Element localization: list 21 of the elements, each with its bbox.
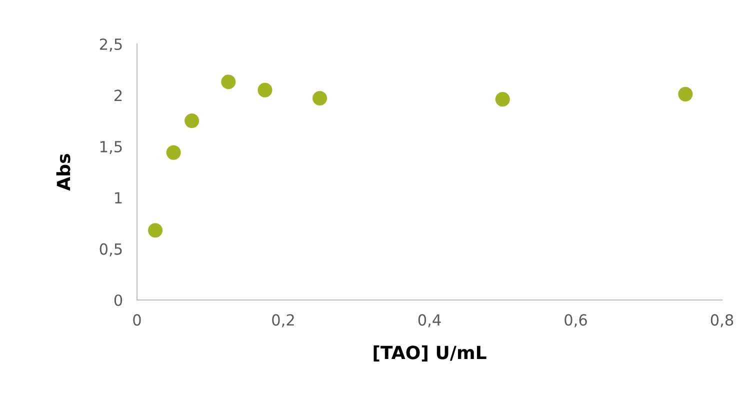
point (166, 145, 181, 160)
point (184, 114, 200, 128)
x-tick-label: 0,8 (710, 314, 734, 328)
y-tick-label: 1,5 (100, 141, 122, 154)
point (148, 223, 163, 238)
y-axis-title: Abs (56, 154, 70, 191)
y-tick-label: 2,5 (100, 38, 122, 52)
point (258, 82, 272, 98)
point (312, 90, 328, 106)
y-tick-label: 0,5 (100, 243, 122, 256)
x-tick-label: 0,2 (272, 314, 294, 328)
y-tick-label: 0 (114, 294, 122, 306)
x-axis-title: [TAO] U/mL (374, 345, 486, 362)
x-tick-label: 0,4 (418, 314, 441, 328)
x-tick-label: 0,6 (564, 314, 587, 328)
y-tick-label: 1 (115, 192, 122, 204)
y-tick-label: 2 (114, 90, 122, 102)
point (678, 86, 693, 102)
point (221, 74, 236, 90)
x-tick-label: 0 (133, 314, 141, 326)
point (495, 92, 510, 107)
